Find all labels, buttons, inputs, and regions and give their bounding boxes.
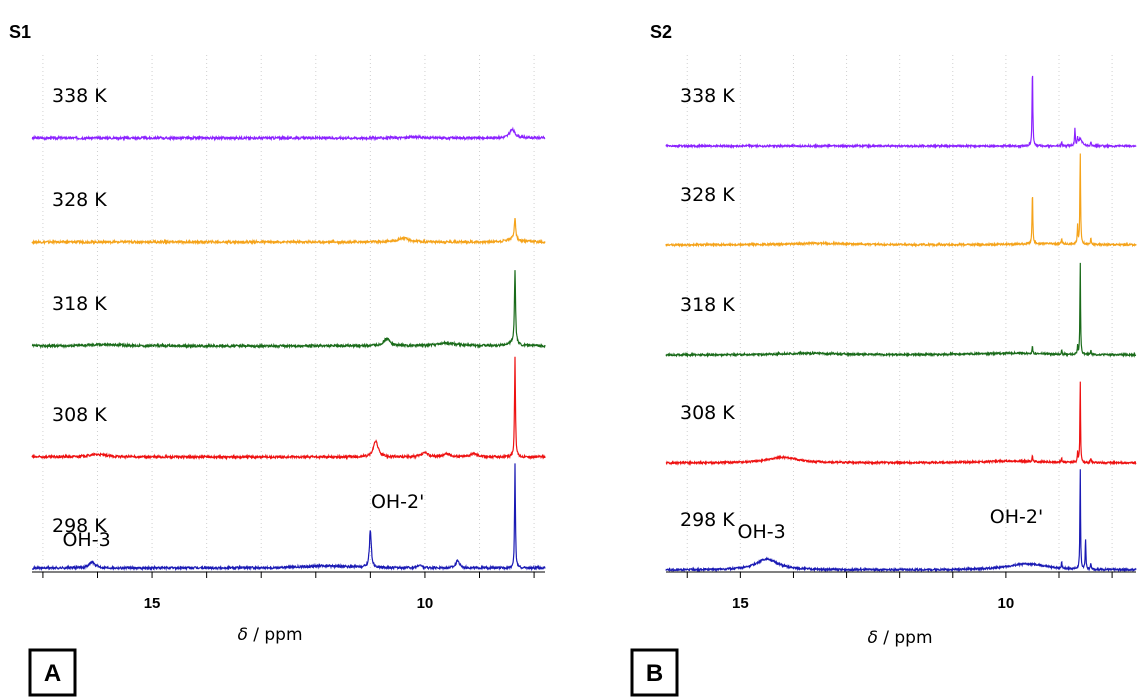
series-label: 318 K [680, 294, 735, 316]
series-line [31, 126, 546, 142]
tick-label: 15 [732, 595, 749, 612]
series-line [31, 270, 546, 350]
tick-label: 10 [998, 595, 1015, 612]
tick-label: 10 [417, 595, 434, 612]
series-line [31, 218, 546, 246]
tick-label: 15 [144, 595, 161, 612]
series-line [32, 463, 546, 572]
x-axis-title: δ / ppm [867, 628, 932, 648]
panel-letter: A [44, 660, 61, 687]
series-label: 308 K [52, 404, 107, 426]
panel-letter: B [646, 660, 663, 687]
series-label: 338 K [680, 85, 735, 107]
x-axis-symbol: δ [237, 625, 247, 645]
panel-s2: S2 338 K 328 K 318 K 308 K 298 K OH-3 OH-2' 1… [630, 22, 1137, 697]
series-line [665, 381, 1137, 466]
series-line [665, 262, 1137, 359]
peak-annotation: OH-3 [737, 521, 785, 543]
series-label: 328 K [52, 189, 107, 211]
series-line [665, 469, 1137, 573]
x-axis-unit: / ppm [878, 628, 933, 648]
peak-annotation: OH-3 [62, 529, 110, 551]
series-label: 298 K [52, 515, 107, 537]
x-axis-symbol: δ [867, 628, 877, 648]
series-line [665, 153, 1137, 248]
series-line [31, 356, 546, 461]
panel-letter-box [630, 648, 679, 697]
series-label: 338 K [52, 85, 107, 107]
peak-annotation: OH-2' [371, 491, 424, 513]
series-label: 318 K [52, 293, 107, 315]
panel-s1: S1 338 K 328 K 318 K 308 K 298 K OH-3 OH-2' 1… [9, 22, 546, 697]
x-axis-title: δ / ppm [237, 625, 302, 645]
series-label: 328 K [680, 184, 735, 206]
panel-title: S2 [650, 22, 672, 42]
x-axis-unit: / ppm [248, 625, 303, 645]
peak-annotation: OH-2' [990, 506, 1043, 528]
series-label: 298 K [680, 509, 735, 531]
panel-letter-box [28, 648, 77, 697]
series-line [665, 75, 1137, 150]
panel-title: S1 [9, 22, 31, 42]
series-label: 308 K [680, 402, 735, 424]
